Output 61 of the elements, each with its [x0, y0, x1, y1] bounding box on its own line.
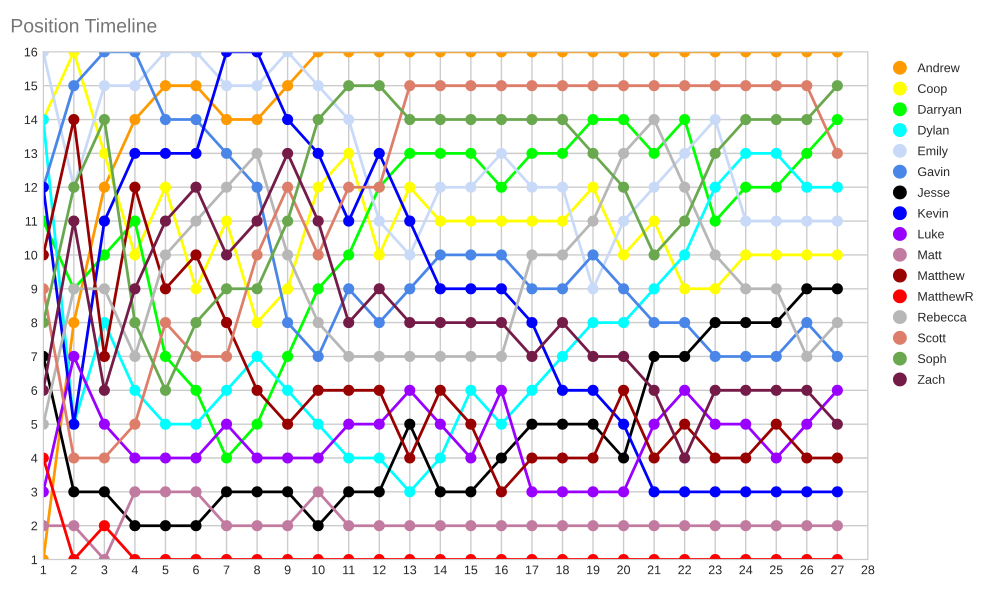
legend-label: Scott	[918, 334, 946, 342]
x-tick-label: 3	[101, 565, 108, 574]
x-tick-label: 26	[800, 565, 814, 574]
x-tick-label: 17	[526, 566, 538, 574]
legend-label: Gavin	[918, 166, 950, 176]
legend-label: Luke	[918, 229, 944, 238]
y-tick-label: 16	[24, 48, 38, 56]
legend-label: Matthew	[918, 270, 965, 280]
x-tick-label: 10	[312, 565, 325, 574]
y-tick-label: 11	[26, 217, 38, 226]
legend-label: MatthewR	[918, 292, 974, 301]
y-tick-label: 12	[24, 183, 38, 192]
y-tick-label: 2	[31, 522, 38, 530]
y-tick-label: 3	[31, 488, 38, 497]
x-tick-label: 28	[862, 565, 874, 574]
x-tick-label: 25	[770, 565, 783, 574]
x-tick-label: 15	[464, 566, 478, 574]
x-tick-label: 20	[617, 565, 630, 574]
y-tick-label: 14	[24, 115, 38, 124]
x-tick-label: 6	[193, 565, 199, 574]
x-tick-label: 11	[343, 566, 355, 574]
x-tick-label: 2	[70, 565, 77, 574]
x-tick-label: 22	[678, 565, 691, 574]
x-tick-label: 27	[831, 565, 844, 574]
y-tick-label: 13	[24, 149, 38, 158]
legend-label: Matt	[918, 250, 942, 260]
x-tick-label: 16	[495, 565, 508, 574]
legend-label: Kevin	[918, 208, 948, 218]
y-tick-label: 1	[32, 555, 38, 564]
chart-title: Position Timeline	[12, 18, 156, 33]
y-tick-label: 7	[31, 352, 38, 361]
legend-label: Dylan	[918, 125, 949, 138]
legend-label: Soph	[918, 354, 946, 366]
x-tick-label: 1	[40, 566, 46, 574]
x-tick-label: 23	[708, 565, 722, 574]
x-tick-label: 7	[224, 566, 230, 574]
y-tick-label: 10	[24, 250, 38, 260]
legend-label: Rebecca	[918, 312, 967, 322]
y-tick-label: 4	[31, 454, 38, 463]
x-tick-label: 21	[648, 565, 660, 574]
y-tick-label: 15	[24, 82, 38, 90]
x-tick-label: 18	[556, 565, 569, 574]
x-tick-label: 9	[284, 565, 291, 574]
y-tick-label: 9	[31, 284, 38, 294]
x-tick-label: 19	[587, 565, 600, 574]
legend-label: Coop	[918, 84, 947, 96]
x-tick-label: 24	[739, 565, 752, 574]
legend-label: Zach	[918, 374, 944, 384]
legend-label: Andrew	[917, 63, 960, 72]
legend-label: Jesse	[918, 188, 950, 197]
legend-label: Darryan	[918, 105, 962, 116]
legend-label: Emily	[918, 146, 948, 158]
y-tick-label: 8	[31, 318, 38, 328]
x-tick-label: 8	[254, 565, 260, 574]
x-tick-label: 12	[373, 565, 386, 574]
x-tick-label: 4	[132, 566, 138, 574]
x-tick-label: 14	[434, 566, 447, 574]
y-tick-label: 6	[31, 386, 38, 395]
y-tick-label: 5	[31, 420, 38, 429]
x-tick-label: 5	[162, 566, 168, 574]
x-tick-label: 13	[404, 565, 416, 574]
